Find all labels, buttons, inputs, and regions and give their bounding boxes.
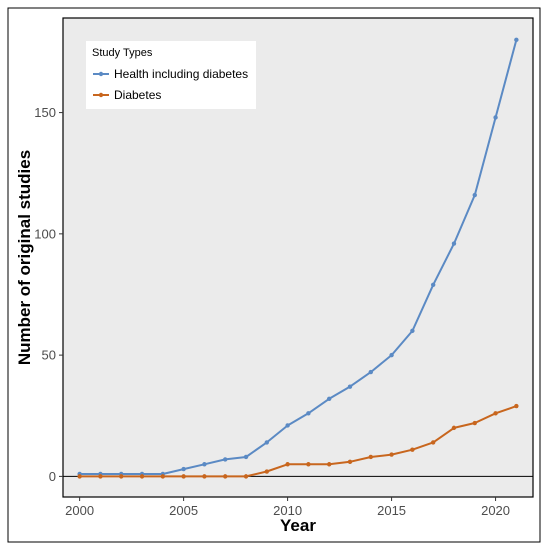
series-line [79,39,518,475]
series-line [79,405,517,478]
x-tick-label: 2020 [481,503,510,518]
legend-items: Health including diabetes Diabetes [93,67,248,102]
data-point [451,241,457,246]
y-axis-title: Number of original studies [15,150,34,365]
x-axis-title: Year [280,516,316,535]
data-point [472,420,477,426]
data-point [326,396,332,401]
y-axis: 0 50 100 150 [34,105,63,484]
data-point [410,447,415,452]
data-point [243,454,249,460]
legend-label: Health including diabetes [114,67,248,81]
data-point [430,282,436,287]
data-point [472,192,477,198]
y-tick-label: 50 [42,348,56,363]
y-tick-label: 0 [49,469,56,484]
x-tick-label: 2000 [65,503,94,518]
data-point [285,423,290,428]
x-tick-label: 2015 [377,503,406,518]
data-point [326,462,332,467]
data-point [389,452,394,457]
legend-title: Study Types [92,47,153,59]
data-point [160,474,166,479]
data-point [98,474,103,479]
data-point [368,454,373,460]
data-point [264,469,270,474]
data-point [493,115,498,120]
data-point [243,474,249,479]
legend-item: Health including diabetes [93,67,248,81]
data-point [223,457,228,462]
data-point [347,459,353,465]
data-point [493,411,498,416]
legend-box [86,41,256,109]
data-point [119,474,124,479]
legend: Study Types Health including diabetes Dia… [86,41,256,109]
data-point [77,474,82,479]
data-point [285,462,290,467]
data-point [181,474,186,479]
data-point [306,462,311,467]
x-tick-label: 2010 [273,503,302,518]
legend-item: Diabetes [93,88,161,102]
data-point [410,328,415,334]
data-point [389,352,394,358]
y-tick-label: 150 [34,105,56,120]
legend-key-point [98,71,104,77]
data-point [368,369,373,375]
data-point [202,474,207,479]
x-tick-label: 2005 [169,503,198,518]
legend-label: Diabetes [114,88,161,102]
data-point [202,462,207,467]
legend-key-point [98,92,104,98]
data-point [306,411,311,416]
x-axis: 2000 2005 2010 2015 2020 [65,497,510,518]
data-point [181,466,186,472]
data-point [223,474,228,479]
data-point [139,474,145,479]
series-2 [77,403,519,479]
data-point [347,384,353,389]
data-point [514,37,519,43]
y-tick-label: 100 [34,226,56,241]
data-point [451,425,457,431]
data-point [264,440,270,445]
data-point [514,403,519,409]
data-point [430,440,436,445]
series-layer [77,37,519,479]
